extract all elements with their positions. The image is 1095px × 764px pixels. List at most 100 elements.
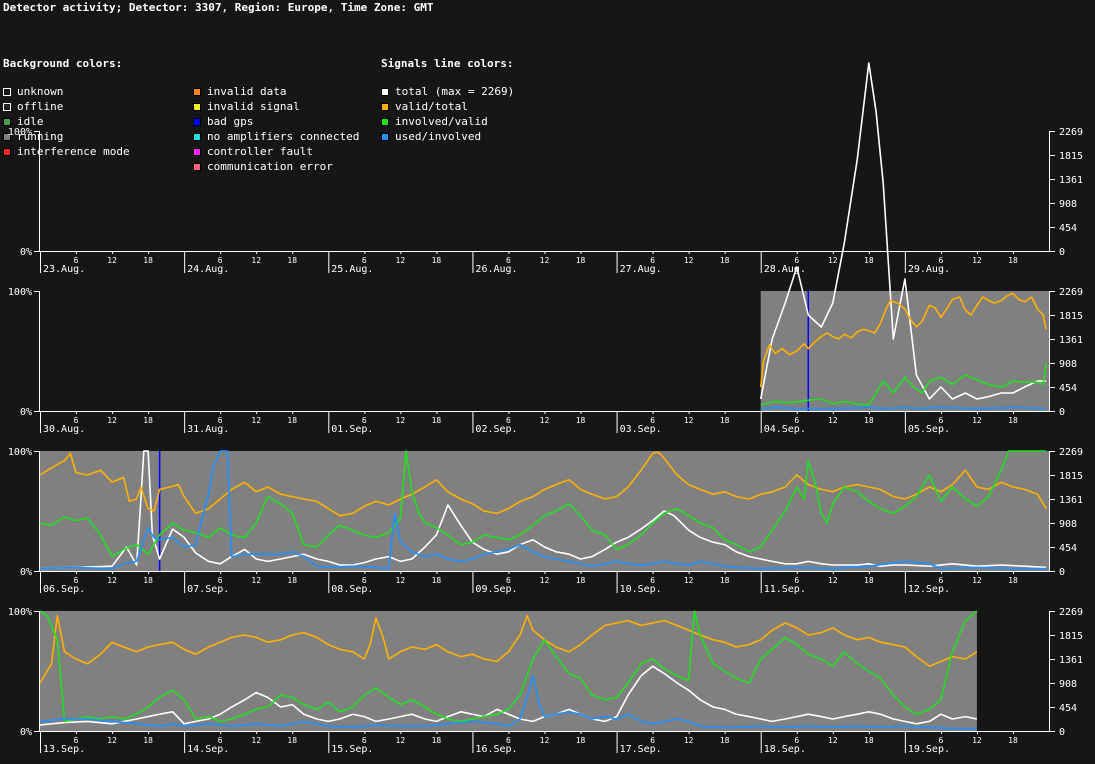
hour-label: 18 (143, 256, 153, 265)
hour-label: 18 (1008, 256, 1018, 265)
running-region (40, 451, 1049, 571)
right-axis-label: 2269 (1059, 127, 1083, 138)
hour-label: 18 (432, 576, 442, 585)
legend-errors-label: invalid data (207, 85, 287, 98)
day-label: 30.Aug. (43, 424, 85, 435)
legend-errors-item: communication error (193, 159, 359, 174)
hour-label: 6 (362, 416, 367, 425)
legend-background-swatch (3, 102, 11, 111)
legend-background-swatch (3, 147, 11, 156)
legend-errors-swatch (193, 102, 201, 111)
hour-label: 18 (1008, 416, 1018, 425)
hour-label: 12 (107, 256, 117, 265)
right-axis-label: 2269 (1059, 287, 1083, 298)
day-label: 26.Aug. (475, 264, 517, 275)
series-line-total (759, 62, 1047, 400)
right-axis-label: 1361 (1059, 175, 1083, 186)
legend-background-swatch (3, 87, 11, 96)
hour-label: 6 (362, 256, 367, 265)
hour-label: 18 (864, 256, 874, 265)
left-axis-label: 0% (20, 247, 32, 258)
hour-label: 12 (828, 256, 838, 265)
right-axis-label: 1361 (1059, 655, 1083, 666)
day-label: 01.Sep. (331, 424, 373, 435)
day-label: 15.Sep. (331, 744, 373, 755)
legend-background-label: running (17, 130, 64, 143)
legend-background-header: Background colors: (3, 57, 123, 70)
hour-label: 12 (828, 576, 838, 585)
series-line-used-involved (760, 406, 1047, 410)
left-axis-label: 100% (8, 607, 32, 618)
legend-errors-swatch (193, 162, 201, 171)
hour-label: 12 (107, 576, 117, 585)
legend-background-label: unknown (17, 85, 64, 98)
hour-label: 18 (143, 416, 153, 425)
hour-label: 12 (251, 256, 261, 265)
series-line-valid-total (39, 451, 1047, 517)
legend-background-swatch (3, 132, 11, 141)
hour-label: 6 (218, 576, 223, 585)
right-axis-label: 0 (1059, 567, 1065, 578)
right-axis-label: 0 (1059, 727, 1065, 738)
hour-label: 12 (684, 576, 694, 585)
day-label: 02.Sep. (475, 424, 517, 435)
legend-errors-swatch (193, 147, 201, 156)
hour-label: 18 (287, 416, 297, 425)
legend-background-item: running (3, 129, 130, 144)
day-label: 28.Aug. (764, 264, 806, 275)
hour-label: 6 (794, 256, 799, 265)
series-line-involved-valid (39, 610, 978, 723)
legend-background-label: interference mode (17, 145, 130, 158)
right-axis-label: 1361 (1059, 335, 1083, 346)
legend-errors-label: invalid signal (207, 100, 300, 113)
hour-label: 6 (218, 416, 223, 425)
hour-label: 12 (540, 416, 550, 425)
day-label: 03.Sep. (620, 424, 662, 435)
hour-label: 18 (143, 576, 153, 585)
legend-errors-swatch (193, 117, 201, 126)
series-line-total (39, 665, 978, 726)
left-axis-label: 100% (8, 127, 32, 138)
legend-errors-label: no amplifiers connected (207, 130, 360, 143)
hour-label: 12 (396, 416, 406, 425)
hour-label: 12 (684, 736, 694, 745)
legend-background: Background colors: unknown offline idle run… (3, 30, 130, 159)
legend-errors-label: controller fault (207, 145, 313, 158)
right-axis-label: 908 (1059, 519, 1077, 530)
hour-label: 12 (828, 736, 838, 745)
right-axis-label: 0 (1059, 247, 1065, 258)
hour-label: 12 (972, 576, 982, 585)
hour-label: 12 (972, 256, 982, 265)
hour-label: 6 (506, 256, 511, 265)
hour-label: 18 (576, 416, 586, 425)
page-title: Detector activity; Detector: 3307, Regio… (3, 1, 434, 14)
series-line-total (39, 450, 1047, 570)
day-label: 12.Sep. (908, 584, 950, 595)
hour-label: 12 (396, 256, 406, 265)
series-line-used-involved (39, 450, 1047, 570)
hour-label: 12 (684, 416, 694, 425)
right-axis-label: 0 (1059, 407, 1065, 418)
hour-label: 18 (720, 736, 730, 745)
hour-label: 18 (287, 256, 297, 265)
hour-label: 6 (362, 576, 367, 585)
hour-label: 12 (684, 256, 694, 265)
legend-errors-label: bad gps (207, 115, 254, 128)
legend-signals-item: valid/total (381, 99, 514, 114)
legend-background-item: idle (3, 114, 130, 129)
day-label: 05.Sep. (908, 424, 950, 435)
hour-label: 6 (794, 736, 799, 745)
hour-label: 6 (650, 736, 655, 745)
day-label: 16.Sep. (475, 744, 517, 755)
hour-label: 6 (218, 256, 223, 265)
legend-errors-item: invalid signal (193, 99, 359, 114)
day-label: 10.Sep. (620, 584, 662, 595)
day-label: 29.Aug. (908, 264, 950, 275)
hour-label: 18 (720, 576, 730, 585)
legend-background-swatch (3, 117, 11, 126)
right-axis-label: 908 (1059, 199, 1077, 210)
hour-label: 6 (74, 576, 79, 585)
day-label: 13.Sep. (43, 744, 85, 755)
day-label: 27.Aug. (620, 264, 662, 275)
